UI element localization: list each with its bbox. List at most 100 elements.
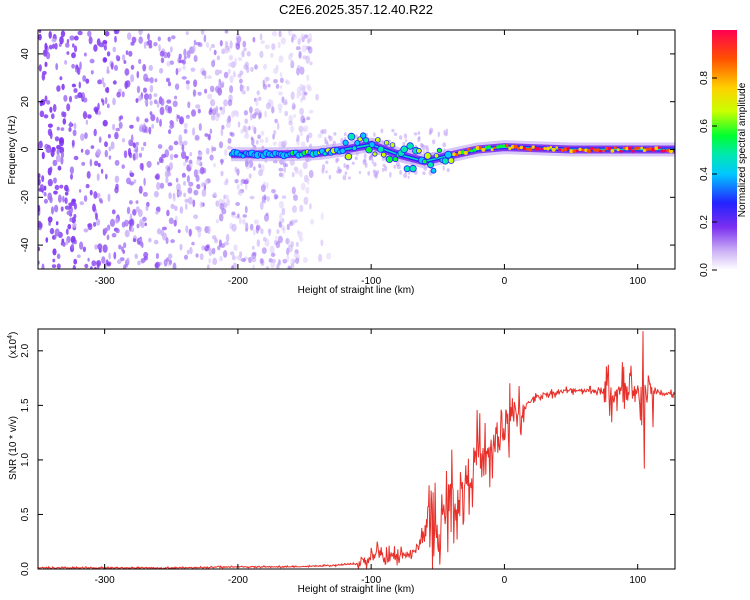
noise-blob	[254, 64, 258, 70]
noise-blob	[62, 111, 67, 118]
noise-blob	[248, 125, 251, 131]
signal-dot	[628, 146, 632, 151]
noise-blob	[168, 253, 173, 259]
noise-blob	[184, 198, 189, 203]
noise-blob	[299, 83, 303, 90]
noise-blob	[166, 209, 170, 217]
noise-blob	[251, 125, 255, 131]
noise-blob	[210, 44, 215, 48]
signal-dot	[452, 152, 456, 156]
noise-blob	[264, 214, 269, 222]
snr-series-line	[38, 331, 675, 569]
noise-blob	[193, 79, 198, 88]
noise-blob	[271, 258, 277, 264]
noise-blob	[79, 241, 84, 250]
noise-blob	[396, 164, 401, 170]
noise-blob	[49, 131, 53, 140]
noise-blob	[249, 195, 255, 200]
noise-blob	[132, 209, 137, 216]
noise-blob	[226, 200, 231, 207]
y-tick-label: 2.0	[20, 343, 31, 357]
noise-blob	[204, 133, 209, 137]
y-tick-label: 0.0	[20, 562, 31, 576]
signal-dot	[484, 146, 488, 150]
noise-blob	[144, 99, 148, 104]
noise-blob	[143, 141, 147, 147]
noise-blob	[442, 165, 445, 172]
noise-blob	[70, 173, 73, 180]
signal-dot	[475, 146, 480, 150]
noise-blob	[224, 30, 229, 34]
signal-dot	[487, 145, 491, 149]
noise-blob	[275, 83, 280, 89]
signal-dot	[522, 146, 527, 151]
noise-blob	[94, 244, 98, 250]
signal-dot	[561, 149, 564, 152]
noise-blob	[290, 263, 295, 269]
noise-blob	[399, 135, 403, 140]
noise-blob	[52, 43, 56, 49]
noise-blob	[240, 258, 247, 262]
noise-blob	[201, 188, 207, 197]
noise-blob	[85, 78, 90, 84]
noise-blob	[255, 224, 261, 231]
noise-blob	[108, 155, 112, 160]
noise-blob	[271, 43, 276, 51]
noise-blob	[143, 177, 146, 186]
noise-blob	[68, 127, 72, 132]
signal-dot	[595, 148, 600, 153]
noise-blob	[173, 219, 177, 227]
spectrogram-xlabel: Height of straight line (km)	[298, 285, 415, 296]
noise-blob	[147, 33, 150, 41]
noise-blob	[69, 217, 73, 222]
noise-blob	[148, 93, 152, 100]
noise-blob	[221, 48, 226, 55]
noise-blob	[305, 186, 310, 194]
noise-blob	[134, 253, 138, 259]
noise-blob	[189, 152, 193, 157]
noise-blob	[290, 91, 295, 100]
noise-blob	[206, 264, 210, 269]
signal-dot	[605, 147, 608, 151]
noise-blob	[270, 252, 276, 257]
noise-blob	[175, 177, 179, 183]
noise-blob	[308, 109, 314, 114]
noise-blob	[155, 261, 160, 269]
noise-blob	[80, 148, 84, 153]
snr-xlabel: Height of straight line (km)	[298, 584, 415, 595]
noise-blob	[234, 166, 237, 173]
noise-blob	[42, 70, 47, 75]
noise-blob	[106, 65, 110, 74]
noise-blob	[204, 88, 208, 94]
signal-dot	[581, 148, 585, 152]
noise-blob	[102, 120, 108, 127]
noise-blob	[254, 111, 259, 116]
noise-blob	[188, 159, 193, 164]
noise-blob	[257, 96, 262, 102]
noise-blob	[446, 168, 450, 173]
noise-blob	[442, 142, 447, 148]
noise-blob	[47, 216, 53, 223]
noise-blob	[174, 83, 180, 90]
noise-blob	[182, 59, 186, 65]
noise-blob	[166, 99, 172, 104]
noise-blob	[91, 260, 97, 267]
noise-blob	[282, 139, 288, 146]
noise-blob	[260, 40, 266, 45]
noise-blob	[271, 106, 275, 114]
noise-blob	[224, 194, 229, 199]
noise-blob	[186, 249, 190, 255]
noise-blob	[176, 183, 181, 192]
noise-blob	[68, 204, 72, 210]
noise-blob	[266, 182, 269, 189]
noise-blob	[283, 167, 287, 173]
noise-blob	[129, 218, 135, 227]
signal-dot	[648, 147, 653, 151]
noise-blob	[101, 256, 106, 264]
noise-blob	[168, 129, 172, 135]
noise-blob	[220, 81, 225, 86]
noise-blob	[59, 184, 64, 189]
signal-dot	[645, 147, 650, 151]
noise-blob	[158, 156, 163, 163]
noise-blob	[201, 182, 206, 187]
